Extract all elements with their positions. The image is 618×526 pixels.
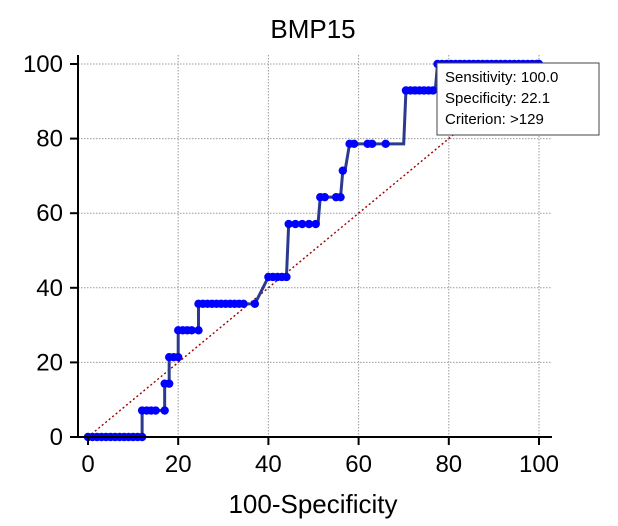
roc-point [367,139,377,149]
x-tick-label: 100 [519,451,559,478]
roc-point [239,299,248,309]
x-tick-label: 0 [81,451,94,478]
tooltip-sensitivity: Sensitivity: 100.0 [445,69,558,86]
y-tick-label: 100 [23,51,63,78]
x-tick-label: 60 [345,451,372,478]
roc-point [151,406,160,415]
roc-point [284,219,293,229]
roc-point [187,326,196,335]
roc-point [174,352,183,362]
roc-point [250,299,260,309]
y-tick-label: 0 [50,424,63,451]
chart-title: BMP15 [270,14,355,44]
roc-point [164,379,174,388]
roc-point [320,192,329,202]
y-tick-label: 60 [36,200,63,227]
criterion-tooltip: Sensitivity: 100.0 Specificity: 22.1 Cri… [436,62,600,136]
tooltip-box [436,62,600,136]
tooltip-specificity: Specificity: 22.1 [445,90,550,107]
y-tick-label: 80 [36,126,63,153]
y-ticks: 0 20 40 60 80 100 [23,51,78,451]
roc-point [311,219,320,229]
x-ticks: 0 20 40 60 80 100 [81,437,559,478]
y-tick-label: 20 [36,349,63,376]
roc-point [298,219,307,229]
roc-point [194,326,203,335]
roc-point [336,192,345,202]
axes [77,55,552,438]
x-tick-label: 20 [165,451,192,478]
x-axis-label: 100-Specificity [228,489,397,519]
roc-point [304,219,314,229]
x-tick-label: 40 [255,451,282,478]
roc-point [338,166,348,175]
y-tick-label: 40 [36,275,63,302]
roc-point [282,272,291,282]
x-tick-label: 80 [435,451,462,478]
roc-point [291,219,300,229]
roc-point [160,406,169,415]
roc-point [381,139,390,149]
roc-point [428,86,438,95]
tooltip-criterion: Criterion: >129 [445,111,544,128]
roc-point [349,139,359,149]
